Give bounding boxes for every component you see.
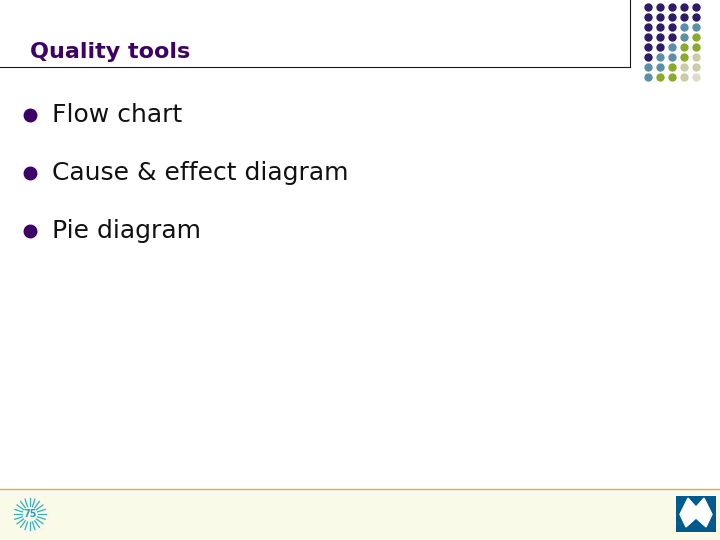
Text: Flow chart: Flow chart <box>52 103 182 127</box>
Bar <box>676 496 716 532</box>
Bar <box>0 489 720 540</box>
Text: 75: 75 <box>23 509 37 519</box>
Text: Pie diagram: Pie diagram <box>52 219 201 243</box>
Text: Cause & effect diagram: Cause & effect diagram <box>52 161 348 185</box>
Polygon shape <box>680 498 712 527</box>
Text: Quality tools: Quality tools <box>30 42 190 62</box>
